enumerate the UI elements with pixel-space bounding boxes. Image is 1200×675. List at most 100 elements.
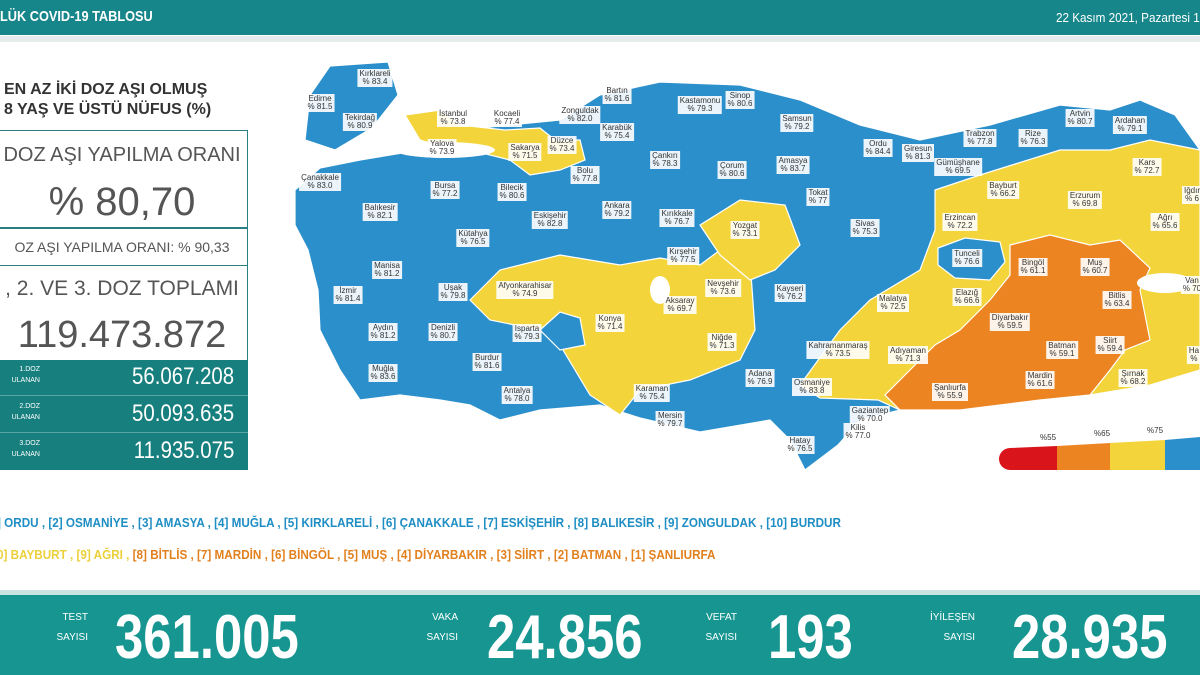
province-value: % 59.5 [997,321,1023,330]
province-label: Afyonkarahisar% 74.9 [496,281,554,299]
province-name: Konya [598,314,622,323]
total-label: , 2. VE 3. DOZ TOPLAMI [0,265,248,313]
dose-value: 56.067.208 [131,363,234,390]
province-label: İstanbul% 73.8 [436,109,470,127]
province-label: Aydın% 81.2 [368,323,398,341]
province-label: Amasya% 83.7 [776,156,810,174]
province-label: Adıyaman% 71.3 [887,346,929,364]
province-value: % 71.3 [709,341,735,350]
province-label: Batman% 59.1 [1046,341,1078,359]
province-label: Karaman% 75.4 [633,384,671,402]
province-label: Sakarya% 71.5 [508,143,542,161]
province-name: Iğdır [1183,186,1200,195]
legend-label: %75 [1147,426,1164,435]
province-label: Gaziantep% 70.0 [849,406,891,424]
legend-bar [999,437,1200,470]
bottom-ten-list: 0] BAYBURT , [9] AĞRI , [8] BİTLİS , [7]… [0,547,715,562]
province-value: % 69.7 [667,304,693,313]
province-label: Antalya% 78.0 [501,386,533,404]
province-label: Yalova% 73.9 [427,139,457,157]
panel-title: EN AZ İKİ DOZ AŞI OLMUŞ 8 YAŞ VE ÜSTÜ NÜ… [4,80,211,120]
province-value: % 72.5 [880,302,906,311]
province-label: Diyarbakır% 59.5 [989,313,1031,331]
province-name: Kırklareli [359,69,391,78]
province-value: % 79.7 [657,419,683,428]
province-name: Bilecik [500,183,524,192]
province-name: Hatay [789,436,811,445]
label-line: TEST [62,612,88,623]
map-region-yozgat [699,199,801,281]
province-value: % 73.4 [549,144,575,153]
province-label: Yozgat% 73.1 [730,221,760,239]
province-value: % 60.7 [1082,266,1108,275]
province-value: % 6 [1185,194,1199,203]
province-name: Sinop [729,91,751,100]
province-value: % 79.1 [1117,124,1143,133]
province-label: Kilis% 77.0 [843,423,873,441]
province-name: Yozgat [732,221,758,230]
province-label: Konya% 71.4 [595,314,625,332]
province-label: Elazığ% 66.6 [952,288,982,306]
province-name: Isparta [514,324,540,333]
province-value: % 77.8 [967,137,993,146]
province-value: % 82.1 [367,211,393,220]
panel-title-line1: EN AZ İKİ DOZ AŞI OLMUŞ [4,81,208,98]
province-value: % 59.4 [1097,344,1123,353]
province-name: Şırnak [1121,369,1145,378]
province-name: Kahramanmaraş [808,341,868,350]
panel-title-line2: 8 YAŞ VE ÜSTÜ NÜFUS (%) [4,101,212,118]
province-label: Kars% 72.7 [1132,158,1162,176]
province-name: Afyonkarahisar [498,281,552,290]
province-label: Bilecik% 80.6 [497,183,527,201]
province-name: Ankara [604,201,630,210]
province-value: % 71.3 [895,354,921,363]
province-label: Karabük% 75.4 [600,123,634,141]
province-label: Osmaniye% 83.8 [791,378,833,396]
province-label: Bursa% 77.2 [430,181,460,199]
province-name: Samsun [782,114,812,123]
province-name: Van [1185,276,1199,285]
province-name: Niğde [711,333,733,342]
dose-label: ULANAN [11,414,40,421]
dose-value: 11.935.075 [133,437,234,464]
province-name: Diyarbakır [991,313,1029,322]
province-value: % 77.2 [432,189,458,198]
province-name: Batman [1048,341,1076,350]
province-name: İstanbul [438,109,468,118]
province-name: Karabük [602,123,632,132]
province-label: Şırnak% 68.2 [1118,369,1148,387]
province-label: Edirne% 81.5 [305,94,335,112]
province-label: Ardahan% 79.1 [1112,116,1148,134]
province-value: % 82.0 [567,114,593,123]
province-label: Malatya% 72.5 [876,294,910,312]
total-value: 119.473.872 [0,311,248,361]
province-value: % [1190,354,1198,363]
stats-bar [0,595,1200,675]
province-value: % 82.8 [537,219,563,228]
province-value: % 83.7 [780,164,806,173]
stats-divider [0,590,1200,595]
legend-label: %55 [1040,433,1057,442]
province-name: Denizli [430,323,455,332]
province-name: Osmaniye [793,378,831,387]
province-name: Ha [1188,346,1200,355]
province-value: % 72.7 [1134,166,1160,175]
province-name: Tekirdağ [344,113,376,122]
province-value: % 73.5 [825,349,851,358]
map-region-isparta [539,311,586,351]
province-name: Nevşehir [707,279,739,288]
province-name: Edirne [308,94,332,103]
label-line: SAYISI [426,632,459,643]
province-label: Ordu% 84.4 [863,139,893,157]
province-value: % 66.6 [954,296,980,305]
dose-row: 1.DOZ ULANAN 56.067.208 [0,360,248,396]
province-name: Aydın [372,323,394,332]
province-name: Muğla [372,364,394,373]
province-label: Rize% 76.3 [1018,129,1048,147]
province-name: Bingöl [1021,258,1045,267]
province-label: Isparta% 79.3 [512,324,542,342]
province-value: % 81.6 [474,361,500,370]
dose-label: 1.DOZ [19,366,40,373]
province-value: % 55.9 [937,391,963,400]
province-name: Ordu [869,139,887,148]
